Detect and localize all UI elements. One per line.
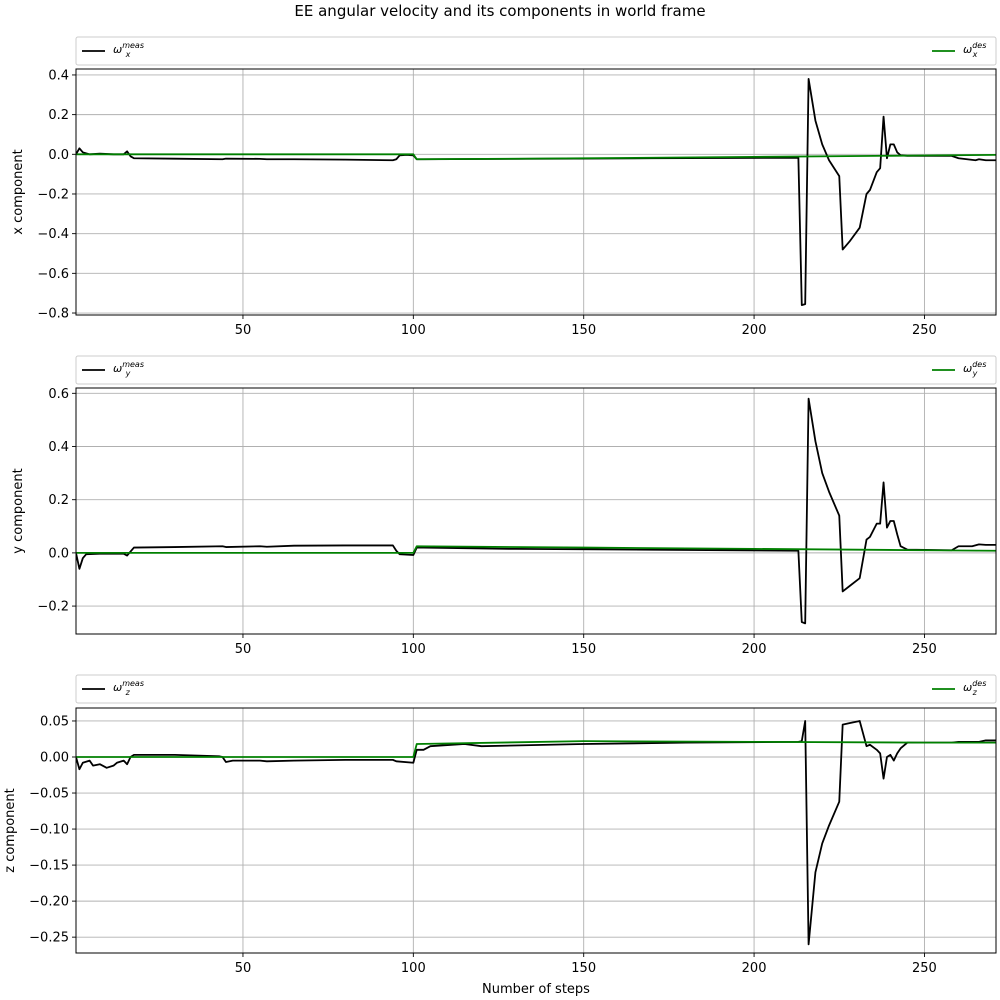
axes-frame bbox=[75, 707, 997, 954]
y-tick-label: 0.4 bbox=[48, 440, 69, 455]
y-tick-label: −0.2 bbox=[37, 187, 69, 202]
y-tick-label: −0.25 bbox=[29, 931, 69, 946]
legend-label-meas: ωmeas x bbox=[113, 41, 144, 59]
axes-frame bbox=[75, 68, 997, 316]
legend-label-des: ωdes x bbox=[963, 41, 986, 59]
legend-symbol: ω bbox=[113, 362, 122, 375]
legend-superscript: meas bbox=[122, 41, 144, 50]
x-tick-label: 200 bbox=[742, 323, 767, 338]
x-tick-label: 200 bbox=[742, 642, 767, 657]
legend-label-meas: ωmeas y bbox=[113, 360, 144, 378]
x-tick-label: 50 bbox=[235, 642, 252, 657]
x-tick-label: 250 bbox=[912, 323, 937, 338]
y-tick-label: −0.6 bbox=[37, 267, 69, 282]
x-tick-label: 150 bbox=[571, 323, 596, 338]
series-line-meas bbox=[76, 397, 996, 625]
x-tick-label: 250 bbox=[912, 961, 937, 976]
y-axis-label: x component bbox=[11, 149, 26, 234]
x-tick-label: 150 bbox=[571, 961, 596, 976]
y-tick-label: 0.0 bbox=[48, 148, 69, 163]
legend-superscript: des bbox=[972, 679, 986, 688]
legend-label-des: ωdes z bbox=[963, 679, 986, 697]
legend-superscript: des bbox=[972, 41, 986, 50]
x-tick-label: 150 bbox=[571, 642, 596, 657]
legend-frame bbox=[75, 674, 997, 704]
series-line-des bbox=[76, 740, 996, 758]
x-tick-label: 100 bbox=[401, 642, 426, 657]
y-axis-label: y component bbox=[11, 468, 26, 553]
y-axis-label: z component bbox=[3, 788, 18, 873]
x-tick-label: 250 bbox=[912, 642, 937, 657]
legend-label-des: ωdes y bbox=[963, 360, 986, 378]
y-tick-label: −0.2 bbox=[37, 600, 69, 615]
series-line-des bbox=[76, 153, 996, 161]
subplot-1: 50 100 150 200 250 −0.8 −0.6 −0.4 −0.2 0.0 0.2 0.4 x… bbox=[11, 36, 997, 338]
axes-frame bbox=[75, 387, 997, 635]
y-tick-label: −0.05 bbox=[29, 787, 69, 802]
x-tick-label: 50 bbox=[235, 323, 252, 338]
y-tick-label: 0.4 bbox=[48, 68, 69, 83]
legend-subscript: z bbox=[125, 688, 131, 697]
legend-symbol: ω bbox=[113, 43, 122, 56]
y-tick-label: −0.20 bbox=[29, 895, 69, 910]
legend-symbol: ω bbox=[963, 43, 972, 56]
legend-frame bbox=[75, 355, 997, 385]
y-tick-label: −0.4 bbox=[37, 227, 69, 242]
legend-superscript: des bbox=[972, 360, 986, 369]
x-axis-label: Number of steps bbox=[482, 982, 590, 997]
legend-superscript: meas bbox=[122, 679, 144, 688]
figure-title: EE angular velocity and its components i… bbox=[294, 2, 705, 20]
legend-subscript: z bbox=[972, 688, 978, 697]
x-tick-label: 100 bbox=[401, 961, 426, 976]
legend-symbol: ω bbox=[963, 362, 972, 375]
legend-label-meas: ωmeas z bbox=[113, 679, 144, 697]
legend-subscript: y bbox=[125, 369, 131, 378]
x-tick-label: 100 bbox=[401, 323, 426, 338]
legend-subscript: x bbox=[125, 50, 131, 59]
y-tick-label: 0.6 bbox=[48, 387, 69, 402]
legend-superscript: meas bbox=[122, 360, 144, 369]
y-tick-label: 0.2 bbox=[48, 108, 69, 123]
y-tick-label: −0.8 bbox=[37, 307, 69, 322]
series-line-des bbox=[76, 545, 996, 554]
legend-symbol: ω bbox=[113, 681, 122, 694]
subplot-3: 50 100 150 200 250 −0.25 −0.20 −0.15 −0.10 −0.05 0… bbox=[3, 674, 997, 997]
series-line-meas bbox=[76, 720, 996, 946]
legend: ωmeas y ωdes y bbox=[75, 355, 997, 385]
y-tick-label: 0.00 bbox=[40, 751, 69, 766]
legend-subscript: y bbox=[972, 369, 978, 378]
legend: ωmeas z ωdes z bbox=[75, 674, 997, 704]
legend-symbol: ω bbox=[963, 681, 972, 694]
legend-subscript: x bbox=[972, 50, 978, 59]
y-tick-label: −0.10 bbox=[29, 823, 69, 838]
legend: ωmeas x ωdes x bbox=[75, 36, 997, 66]
x-tick-label: 50 bbox=[235, 961, 252, 976]
x-tick-label: 200 bbox=[742, 961, 767, 976]
legend-frame bbox=[75, 36, 997, 66]
y-tick-label: −0.15 bbox=[29, 859, 69, 874]
subplot-2: 50 100 150 200 250 −0.2 0.0 0.2 0.4 0.6 y componen… bbox=[11, 355, 997, 657]
y-tick-label: 0.05 bbox=[40, 714, 69, 729]
series-line-meas bbox=[76, 78, 996, 306]
y-tick-label: 0.0 bbox=[48, 546, 69, 561]
y-tick-label: 0.2 bbox=[48, 493, 69, 508]
